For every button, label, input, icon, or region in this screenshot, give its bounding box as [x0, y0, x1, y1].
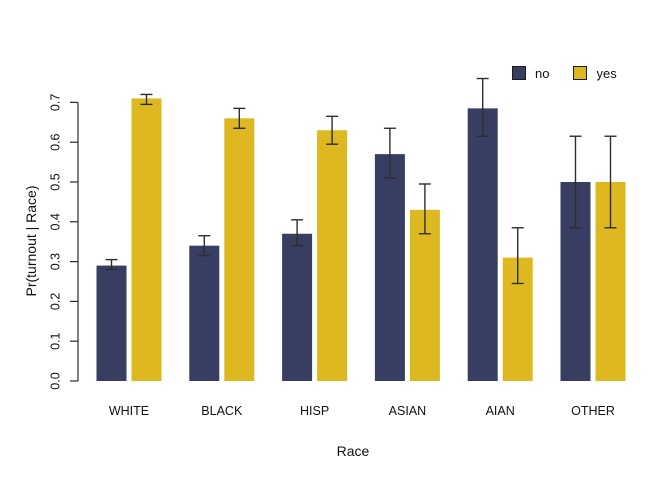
legend-item-no: no — [512, 66, 549, 80]
legend-label-no: no — [535, 65, 550, 81]
legend: no yes — [512, 66, 617, 80]
y-tick-label-0.1: 0.1 — [48, 332, 62, 349]
x-category-label-asian: ASIAN — [389, 404, 427, 418]
x-category-label-other: OTHER — [571, 404, 615, 418]
y-tick-label-0.4: 0.4 — [48, 213, 62, 230]
bar-black-no — [189, 245, 220, 381]
legend-swatch-yes — [573, 66, 588, 80]
bar-white-yes — [131, 98, 162, 382]
bar-aian-no — [467, 108, 498, 382]
bar-black-yes — [224, 118, 255, 381]
x-axis-title: Race — [336, 443, 370, 459]
y-tick-label-0.3: 0.3 — [48, 253, 62, 270]
x-category-label-black: BLACK — [201, 404, 243, 418]
y-axis-title: Pr(turnout | Race) — [23, 185, 39, 297]
y-tick-label-0.0: 0.0 — [48, 372, 62, 389]
legend-swatch-no — [512, 66, 526, 80]
x-category-label-aian: AIAN — [486, 404, 515, 418]
bar-hisp-no — [282, 233, 313, 381]
bar-asian-no — [374, 154, 405, 381]
bar-hisp-yes — [317, 130, 348, 381]
legend-item-yes: yes — [573, 65, 617, 81]
legend-label-yes: yes — [596, 65, 617, 81]
x-category-label-white: WHITE — [109, 404, 149, 418]
y-tick-label-0.5: 0.5 — [48, 173, 62, 190]
x-category-label-hisp: HISP — [300, 404, 329, 418]
bar-white-no — [96, 265, 127, 381]
bar-asian-yes — [409, 209, 440, 381]
y-tick-label-0.2: 0.2 — [48, 293, 62, 310]
y-tick-label-0.6: 0.6 — [48, 133, 62, 150]
y-tick-label-0.7: 0.7 — [48, 94, 62, 111]
